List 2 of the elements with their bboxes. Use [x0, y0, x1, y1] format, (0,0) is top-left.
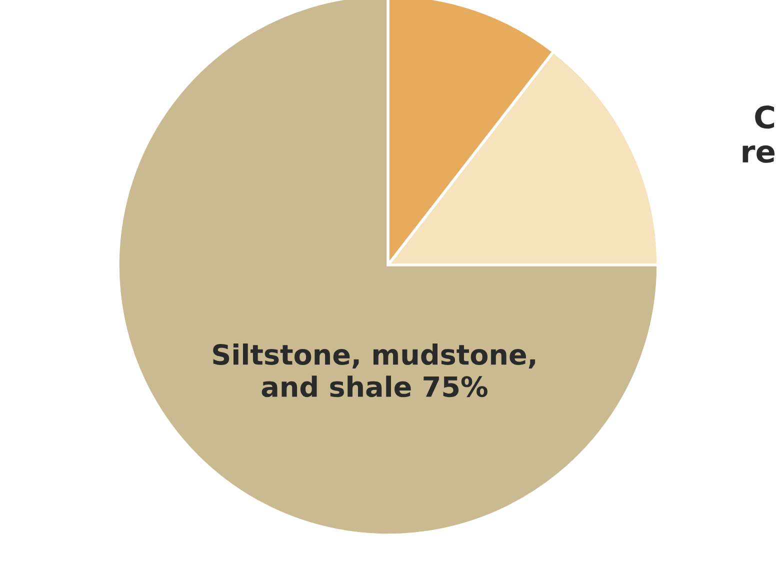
slice-label: Siltstone, mudstone, and shale 75% — [213, 344, 536, 398]
text: C re — [742, 106, 775, 163]
